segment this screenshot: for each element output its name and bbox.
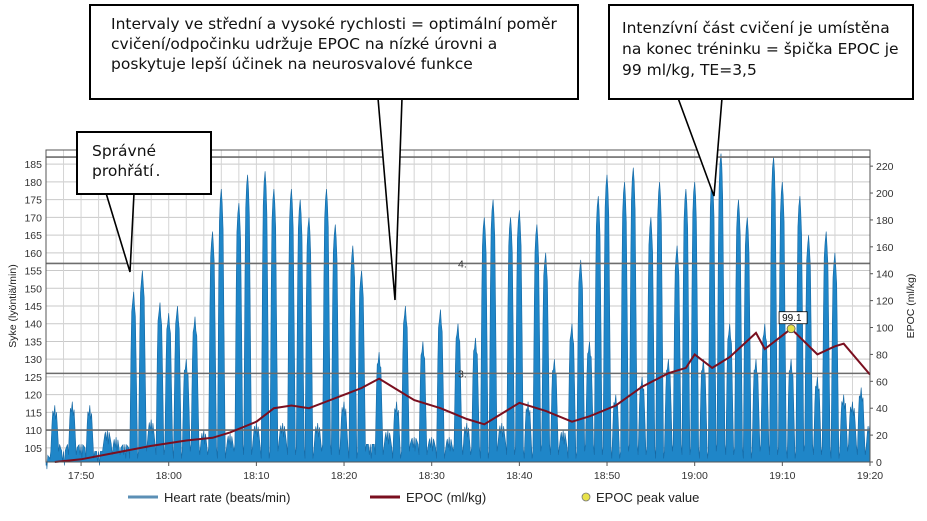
peak-label-box: [778, 311, 808, 325]
callout-intervals: Intervaly ve střední a vysoké rychlosti …: [89, 4, 579, 100]
y-left-tick-135: 135: [24, 336, 42, 348]
legend: Heart rate (beats/min) EPOC (ml/kg) EPOC p…: [128, 490, 699, 505]
y-right-tick-220: 220: [876, 161, 894, 173]
axes: 105 110 115 120 125 130 135 140 145 150 155 160 165 1…: [7, 149, 917, 482]
x-tick-19:00: 19:00: [682, 470, 708, 482]
y-right-tick-60: 60: [876, 376, 888, 388]
legend-label-3: EPOC peak value: [596, 490, 699, 505]
callout-intense: Intenzívní část cvičení je umístěna na k…: [608, 4, 914, 100]
heart-rate-series: [45, 153, 871, 470]
x-tick-18:50: 18:50: [594, 470, 620, 482]
x-tick-18:30: 18:30: [419, 470, 445, 482]
zone-label: 4.: [458, 258, 467, 270]
zone-label: 3.: [458, 368, 467, 380]
epoc-line: [54, 327, 871, 463]
y-left-tick-170: 170: [24, 212, 42, 224]
callout-warmup-text: Správné prohřátí: [92, 142, 157, 180]
x-tick-19:10: 19:10: [769, 470, 795, 482]
zone-lines: 3. 4.: [46, 156, 870, 431]
y-right-title: EPOC (ml/kg): [905, 274, 917, 339]
y-left-tick-175: 175: [24, 195, 42, 207]
y-left-tick-160: 160: [24, 248, 42, 260]
y-right-tick-100: 100: [876, 323, 894, 335]
legend-label-1: Heart rate (beats/min): [164, 490, 290, 505]
y-left-tick-130: 130: [24, 354, 42, 366]
y-left-tick-140: 140: [24, 319, 42, 331]
y-left-tick-115: 115: [25, 407, 42, 419]
y-left-tick-105: 105: [24, 443, 42, 455]
y-left-tick-110: 110: [25, 425, 42, 437]
y-right-tick-200: 200: [876, 188, 894, 200]
y-left-tick-180: 180: [24, 177, 42, 189]
y-right-tick-0: 0: [876, 457, 882, 469]
y-right-tick-140: 140: [876, 269, 894, 281]
x-tick-18:10: 18:10: [243, 470, 269, 482]
y-right-tick-80: 80: [876, 349, 888, 361]
y-left-title: Syke (lyöntiä/min): [7, 264, 19, 347]
callout-intense-text: Intenzívní část cvičení je umístěna na k…: [622, 19, 899, 79]
peak-label: 99.1: [782, 313, 802, 324]
x-tick-18:20: 18:20: [331, 470, 357, 482]
y-right-tick-120: 120: [876, 296, 894, 308]
heart-rate-area: [45, 153, 871, 470]
x-tick-19:20: 19:20: [857, 470, 883, 482]
x-tick-17:50: 17:50: [68, 470, 94, 482]
y-left-tick-165: 165: [24, 230, 42, 242]
y-left-tick-120: 120: [24, 390, 42, 402]
callout-warmup: Správné prohřátí.: [76, 131, 212, 195]
x-tick-18:00: 18:00: [156, 470, 182, 482]
y-right-tick-160: 160: [876, 242, 894, 254]
legend-label-2: EPOC (ml/kg): [406, 490, 486, 505]
y-left-tick-150: 150: [24, 283, 42, 295]
y-right-tick-180: 180: [876, 215, 894, 227]
y-right-tick-40: 40: [876, 403, 888, 415]
legend-swatch-3: [581, 492, 591, 502]
epoc-peak-marker: [786, 324, 796, 334]
y-left-tick-185: 185: [24, 159, 42, 171]
y-left-tick-155: 155: [24, 266, 42, 278]
y-left-tick-145: 145: [24, 301, 42, 313]
epoc-series: 99.1: [54, 311, 871, 463]
callout-intervals-text: Intervaly ve střední a vysoké rychlosti …: [111, 15, 557, 73]
y-left-tick-125: 125: [24, 372, 42, 384]
x-tick-18:40: 18:40: [506, 470, 532, 482]
y-right-tick-20: 20: [876, 430, 888, 442]
callout-warmup-dot: .: [155, 162, 161, 180]
plot-frame: [45, 149, 871, 463]
